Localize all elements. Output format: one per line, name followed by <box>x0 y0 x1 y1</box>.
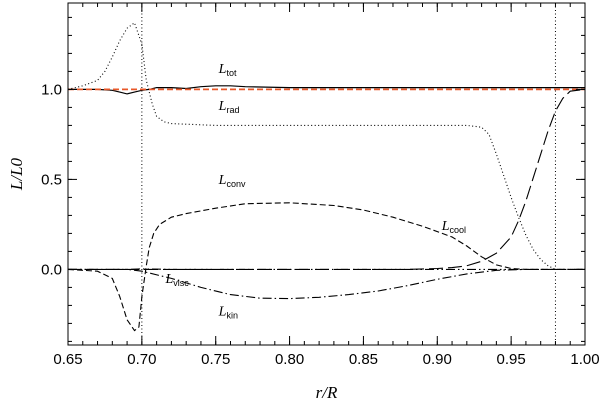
y-axis-label: L/L0 <box>7 157 26 191</box>
x-tick-label: 0.95 <box>497 351 526 368</box>
curve-label-kin: Lkin <box>218 304 238 320</box>
y-tick-label: 0.0 <box>41 261 62 278</box>
series-line-rad <box>67 21 585 270</box>
x-tick-label: 0.80 <box>275 351 304 368</box>
vertical-marker-lines <box>141 3 556 345</box>
y-tick-label: 0.5 <box>41 171 62 188</box>
curve-label-visc: Lvisc <box>164 272 189 288</box>
curve-label-rad: Lrad <box>218 99 240 115</box>
plot-frame <box>67 2 586 346</box>
curve-label-tot: Ltot <box>218 62 237 78</box>
tick-layer: 0.65 0.70 0.75 0.80 0.85 0.90 0.95 1.00 0.0 0.5 1.… <box>41 3 600 368</box>
curve-label-conv: Lconv <box>218 173 246 189</box>
curve-labels: Ltot Lrad Lconv Lcool Lvisc Lkin <box>164 62 466 320</box>
series-line-cool <box>68 88 586 270</box>
series-layer <box>67 21 586 332</box>
curve-label-cool: Lcool <box>441 219 466 235</box>
series-line-visc <box>68 268 585 270</box>
series-line-conv <box>67 202 585 332</box>
x-tick-label: 0.70 <box>127 351 156 368</box>
x-tick-label: 0.90 <box>423 351 452 368</box>
x-tick-label: 0.65 <box>53 351 82 368</box>
x-axis-label: r/R <box>316 383 338 402</box>
y-tick-label: 1.0 <box>41 81 62 98</box>
x-tick-label: 0.75 <box>201 351 230 368</box>
x-tick-label: 0.85 <box>349 351 378 368</box>
series-line-kin <box>68 268 585 300</box>
x-tick-label: 1.00 <box>570 351 599 368</box>
